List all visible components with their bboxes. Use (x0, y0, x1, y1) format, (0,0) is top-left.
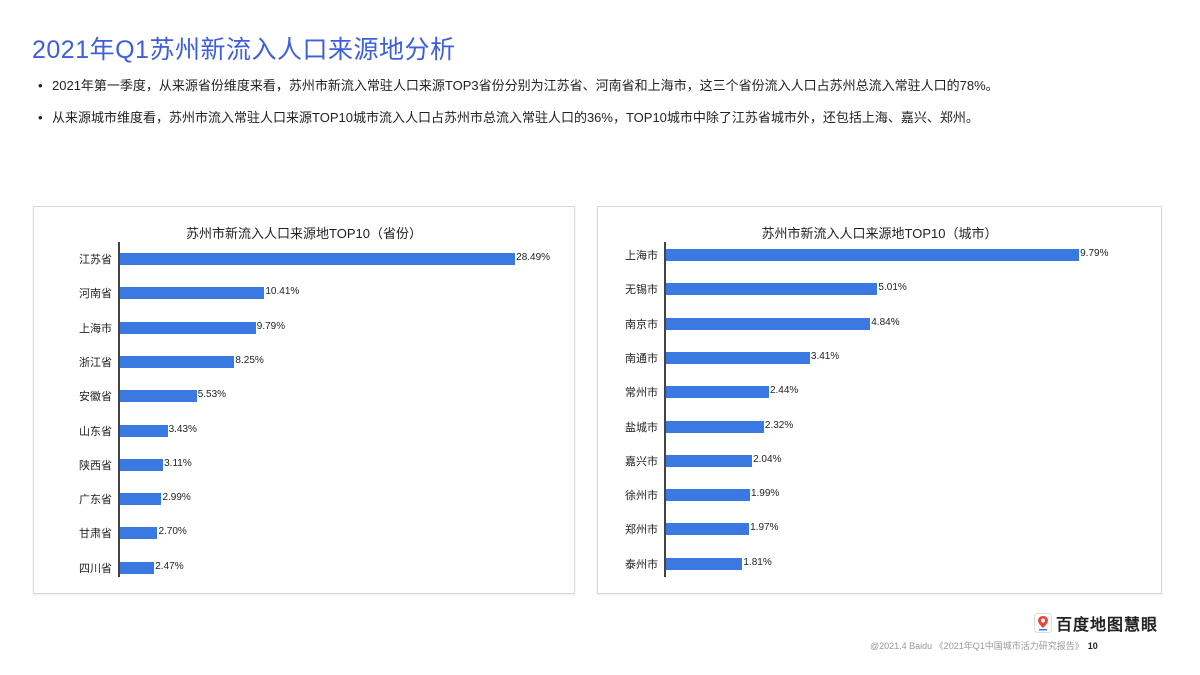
bar (666, 249, 1080, 261)
city-chart-title: 苏州市新流入人口来源地TOP10（城市） (761, 226, 998, 241)
value-label: 28.49% (516, 252, 551, 263)
bar-row: 陕西省 3.11% (34, 458, 574, 472)
page-title: 2021年Q1苏州新流入人口来源地分析 (32, 36, 456, 64)
bar (120, 287, 265, 300)
value-label: 3.41% (810, 350, 840, 362)
bullet-city: 从来源城市维度看，苏州市流入常驻人口来源TOP10城市流入人口占苏州市总流入常驻… (36, 102, 1176, 134)
bar (666, 420, 764, 433)
province-chart-title: 苏州市新流入人口来源地TOP10（省份） (186, 226, 422, 241)
category-label: 泰州市 (625, 558, 658, 571)
category-label: 甘肃省 (79, 528, 112, 541)
value-label: 2.99% (162, 492, 191, 504)
footer-source: @2021.4 Baidu 《2021年Q1中国城市活力研究报告》 10 (870, 639, 1098, 652)
province-chart-panel: 苏州市新流入人口来源地TOP10（省份） 江苏省 28.49% 河南省 10.41% 上… (33, 206, 575, 594)
bar (120, 253, 516, 265)
bar (666, 557, 743, 570)
category-label: 广东省 (79, 494, 112, 507)
category-label: 浙江省 (79, 356, 112, 369)
bullet-province: 2021年第一季度，从来源省份维度来看，苏州市新流入常驻人口来源TOP3省份分别… (36, 70, 1176, 102)
value-label: 8.25% (235, 354, 264, 366)
category-label: 南京市 (625, 318, 658, 331)
bar-row: 南京市 4.84% (598, 317, 1161, 331)
category-label: 江苏省 (79, 254, 112, 266)
value-label: 2.44% (769, 385, 799, 397)
bar (666, 317, 871, 330)
bar-row: 徐州市 1.99% (598, 488, 1161, 502)
bar (666, 489, 750, 502)
bar (666, 283, 878, 296)
category-label: 安徽省 (79, 391, 112, 404)
value-label: 3.11% (164, 457, 192, 469)
bar-row: 南通市 3.41% (598, 351, 1161, 365)
bar-row: 广东省 2.99% (34, 492, 574, 506)
value-label: 9.79% (256, 320, 286, 332)
bar (666, 351, 810, 364)
bar-row: 山东省 3.43% (34, 424, 574, 438)
category-label: 河南省 (79, 288, 112, 301)
source-text: @2021.4 Baidu 《2021年Q1中国城市活力研究报告》 (870, 641, 1084, 651)
category-label: 上海市 (79, 322, 112, 335)
bar (120, 355, 235, 368)
province-chart-axis (118, 242, 120, 577)
category-label: 四川省 (79, 562, 112, 575)
value-label: 2.04% (753, 453, 782, 465)
category-label: 嘉兴市 (625, 455, 658, 468)
bar (666, 523, 750, 536)
value-label: 2.47% (155, 560, 184, 572)
bar-row: 嘉兴市 2.04% (598, 454, 1161, 468)
category-label: 南通市 (625, 352, 658, 365)
bar-row: 浙江省 8.25% (34, 355, 574, 369)
bar (120, 390, 197, 403)
bar (120, 527, 158, 540)
value-label: 5.01% (878, 282, 907, 294)
bar (120, 493, 162, 506)
value-label: 9.79% (1080, 248, 1109, 259)
value-label: 2.32% (764, 419, 794, 431)
baidu-map-logo: 百度地图慧眼 (1034, 611, 1158, 635)
category-label: 郑州市 (625, 524, 658, 537)
value-label: 2.70% (158, 526, 187, 538)
value-label: 4.84% (871, 316, 900, 328)
category-label: 上海市 (625, 250, 658, 262)
bar-row: 泰州市 1.81% (598, 557, 1161, 571)
category-label: 无锡市 (625, 284, 658, 297)
value-label: 1.97% (750, 522, 779, 534)
value-label: 5.53% (197, 389, 227, 401)
value-label: 1.99% (750, 488, 780, 500)
bar-row: 甘肃省 2.70% (34, 526, 574, 540)
bar-row: 常州市 2.44% (598, 385, 1161, 399)
category-label: 常州市 (625, 387, 658, 400)
bar-row: 上海市 9.79% (34, 321, 574, 335)
bar-row: 四川省 2.47% (34, 561, 574, 575)
bar (120, 321, 256, 334)
bar (120, 561, 155, 574)
bar (120, 458, 164, 471)
bar-row: 盐城市 2.32% (598, 420, 1161, 434)
page-number: 10 (1087, 641, 1098, 651)
bar-row: 安徽省 5.53% (34, 389, 574, 403)
summary-bullets: 2021年第一季度，从来源省份维度来看，苏州市新流入常驻人口来源TOP3省份分别… (36, 70, 1176, 134)
category-label: 山东省 (79, 425, 112, 438)
value-label: 1.81% (743, 556, 772, 568)
map-pin-icon (1034, 613, 1052, 633)
category-label: 盐城市 (625, 421, 658, 434)
bar (120, 424, 168, 437)
bar (666, 386, 769, 399)
bar-row: 江苏省 28.49% (34, 252, 574, 266)
bar-row: 河南省 10.41% (34, 286, 574, 300)
category-label: 陕西省 (79, 459, 112, 472)
bar-row: 郑州市 1.97% (598, 522, 1161, 536)
bar-row: 上海市 9.79% (598, 248, 1161, 262)
logo-text: 百度地图慧眼 (1056, 617, 1159, 634)
value-label: 10.41% (265, 286, 300, 298)
city-chart-panel: 苏州市新流入人口来源地TOP10（城市） 上海市 9.79% 无锡市 5.01% 南京市… (597, 206, 1162, 594)
bar (666, 454, 753, 467)
city-chart-axis (664, 242, 666, 577)
bar-row: 无锡市 5.01% (598, 282, 1161, 296)
value-label: 3.43% (168, 423, 197, 435)
category-label: 徐州市 (625, 490, 658, 503)
